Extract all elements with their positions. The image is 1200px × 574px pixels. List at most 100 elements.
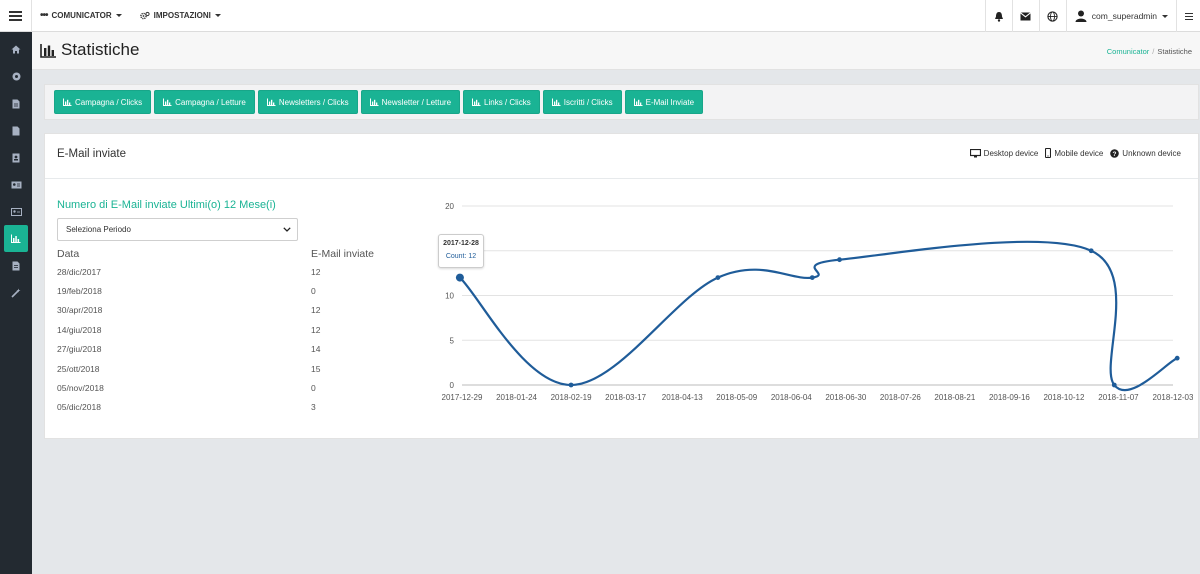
menu-impostazioni[interactable]: IMPOSTAZIONI (139, 11, 221, 21)
caret-down-icon (214, 14, 221, 17)
sidebar-item-home[interactable] (0, 36, 32, 63)
row-date: 14/giu/2018 (57, 324, 102, 335)
id-card-icon (11, 181, 21, 188)
data-point (715, 275, 721, 280)
bar-chart-icon (266, 98, 276, 106)
tooltip-date: 2017-12-28 (443, 240, 479, 247)
file-icon (12, 99, 20, 108)
bar-chart-icon (163, 98, 172, 106)
chart-tooltip: 2017-12-28 Count: 12 (438, 234, 484, 268)
x-tick-label: 2018-05-09 (716, 393, 757, 402)
address-book-icon (12, 153, 20, 162)
data-point (568, 382, 574, 388)
stats-button-0[interactable]: Campagna / Clicks (54, 90, 152, 114)
bar-chart-icon (63, 98, 72, 106)
row-date: 25/ott/2018 (57, 363, 100, 374)
circle-icon (12, 72, 20, 81)
caret-down-icon (115, 14, 122, 17)
sidebar-item-badges[interactable] (0, 198, 32, 225)
breadcrumb: Comunicator / Statistiche (1107, 47, 1192, 56)
x-tick-label: 2018-11-07 (1098, 393, 1139, 402)
bell-icon (994, 11, 1003, 22)
series-line (459, 240, 1178, 392)
bar-chart-icon (11, 234, 21, 243)
messages-button[interactable] (1011, 0, 1039, 32)
legend-desktop-label: Desktop device (983, 148, 1039, 158)
stats-button-label: Newsletters / Clicks (278, 97, 349, 107)
sidebar-item-files[interactable] (0, 117, 32, 144)
ellipsis-icon: ••• (40, 9, 48, 21)
file-text-icon (12, 261, 20, 270)
x-tick-label: 2018-03-17 (605, 393, 646, 402)
table-body: 28/dic/2017 12 19/feb/2018 0 30/apr/2018 12 14… (57, 262, 397, 417)
x-tick-label: 2018-06-30 (825, 393, 866, 402)
x-tick-label: 2017-12-29 (442, 393, 483, 402)
sidebar-item-tools[interactable] (0, 279, 32, 306)
x-tick-label: 2018-12-03 (1153, 393, 1193, 402)
page-title-text: Statistiche (61, 40, 140, 59)
row-value: 12 (311, 324, 321, 335)
tooltip-count: Count: 12 (445, 253, 477, 260)
row-value: 3 (311, 402, 316, 413)
period-select[interactable]: Seleziona Periodo (57, 218, 298, 241)
right-sidebar-toggle[interactable] (1176, 0, 1200, 32)
column-header-date: Data (57, 248, 80, 260)
table-row: 19/feb/2018 0 (57, 281, 397, 300)
x-tick-label: 2018-04-13 (662, 393, 703, 402)
stats-button-bar: Campagna / Clicks Campagna / Letture Newsl… (44, 84, 1199, 120)
data-point (1088, 248, 1094, 254)
bar-chart-icon (369, 98, 379, 106)
breadcrumb-current: Statistiche (1157, 47, 1192, 56)
top-right-actions: com_superadmin (984, 0, 1200, 32)
stats-button-2[interactable]: Newsletters / Clicks (257, 90, 358, 114)
breadcrumb-link[interactable]: Comunicator (1106, 47, 1150, 56)
table-row: 27/giu/2018 14 (57, 340, 397, 359)
stats-button-3[interactable]: Newsletter / Letture (360, 90, 461, 114)
sidebar-item-cards[interactable] (0, 171, 32, 198)
language-button[interactable] (1038, 0, 1066, 32)
breadcrumb-separator: / (1152, 47, 1155, 56)
data-point (809, 275, 815, 280)
row-value: 0 (311, 286, 316, 297)
x-tick-label: 2018-07-26 (880, 393, 921, 402)
bar-chart-icon (40, 43, 56, 58)
chevron-down-icon (283, 227, 291, 232)
home-icon (11, 45, 21, 54)
legend-mobile-label: Mobile device (1054, 148, 1104, 158)
data-point (1111, 382, 1117, 388)
stats-button-6[interactable]: E-Mail Inviate (624, 90, 704, 114)
row-date: 05/nov/2018 (57, 383, 104, 394)
table-row: 05/dic/2018 3 (57, 398, 397, 417)
username: com_superadmin (1091, 11, 1157, 21)
sidebar-item-statistics[interactable] (4, 225, 28, 252)
stats-button-label: Links / Clicks (484, 97, 531, 107)
y-tick-label: 5 (450, 336, 455, 345)
table-header: Data E-Mail inviate (57, 248, 397, 260)
stats-button-4[interactable]: Links / Clicks (463, 90, 540, 114)
menu-comunicator[interactable]: ••• COMUNICATOR (40, 9, 122, 21)
bar-chart-icon (472, 98, 481, 106)
menu-toggle-button[interactable] (0, 0, 32, 32)
row-date: 28/dic/2017 (57, 266, 101, 277)
data-point (837, 257, 842, 263)
x-tick-label: 2018-10-12 (1043, 393, 1084, 402)
stats-button-1[interactable]: Campagna / Letture (154, 90, 255, 114)
period-select-value: Seleziona Periodo (66, 225, 131, 234)
menu-comunicator-label: COMUNICATOR (51, 11, 112, 20)
user-icon (1075, 10, 1087, 22)
x-tick-label: 2018-01-24 (496, 393, 537, 402)
stats-subtitle: Numero di E-Mail inviate Ultimi(o) 12 Me… (57, 199, 276, 211)
data-point (1174, 355, 1180, 361)
notifications-button[interactable] (984, 0, 1012, 32)
row-value: 12 (311, 305, 321, 316)
sidebar-item-contacts[interactable] (0, 144, 32, 171)
stats-button-label: Campagna / Clicks (75, 97, 143, 107)
sidebar-item-documents[interactable] (0, 90, 32, 117)
menu-icon (1184, 15, 1193, 17)
id-badge-icon (10, 207, 22, 216)
sidebar-item-reports[interactable] (0, 252, 32, 279)
row-value: 14 (311, 344, 321, 355)
stats-button-5[interactable]: Iscritti / Clicks (542, 90, 622, 114)
sidebar-item-dashboard[interactable] (0, 63, 32, 90)
user-menu[interactable]: com_superadmin (1065, 0, 1176, 32)
